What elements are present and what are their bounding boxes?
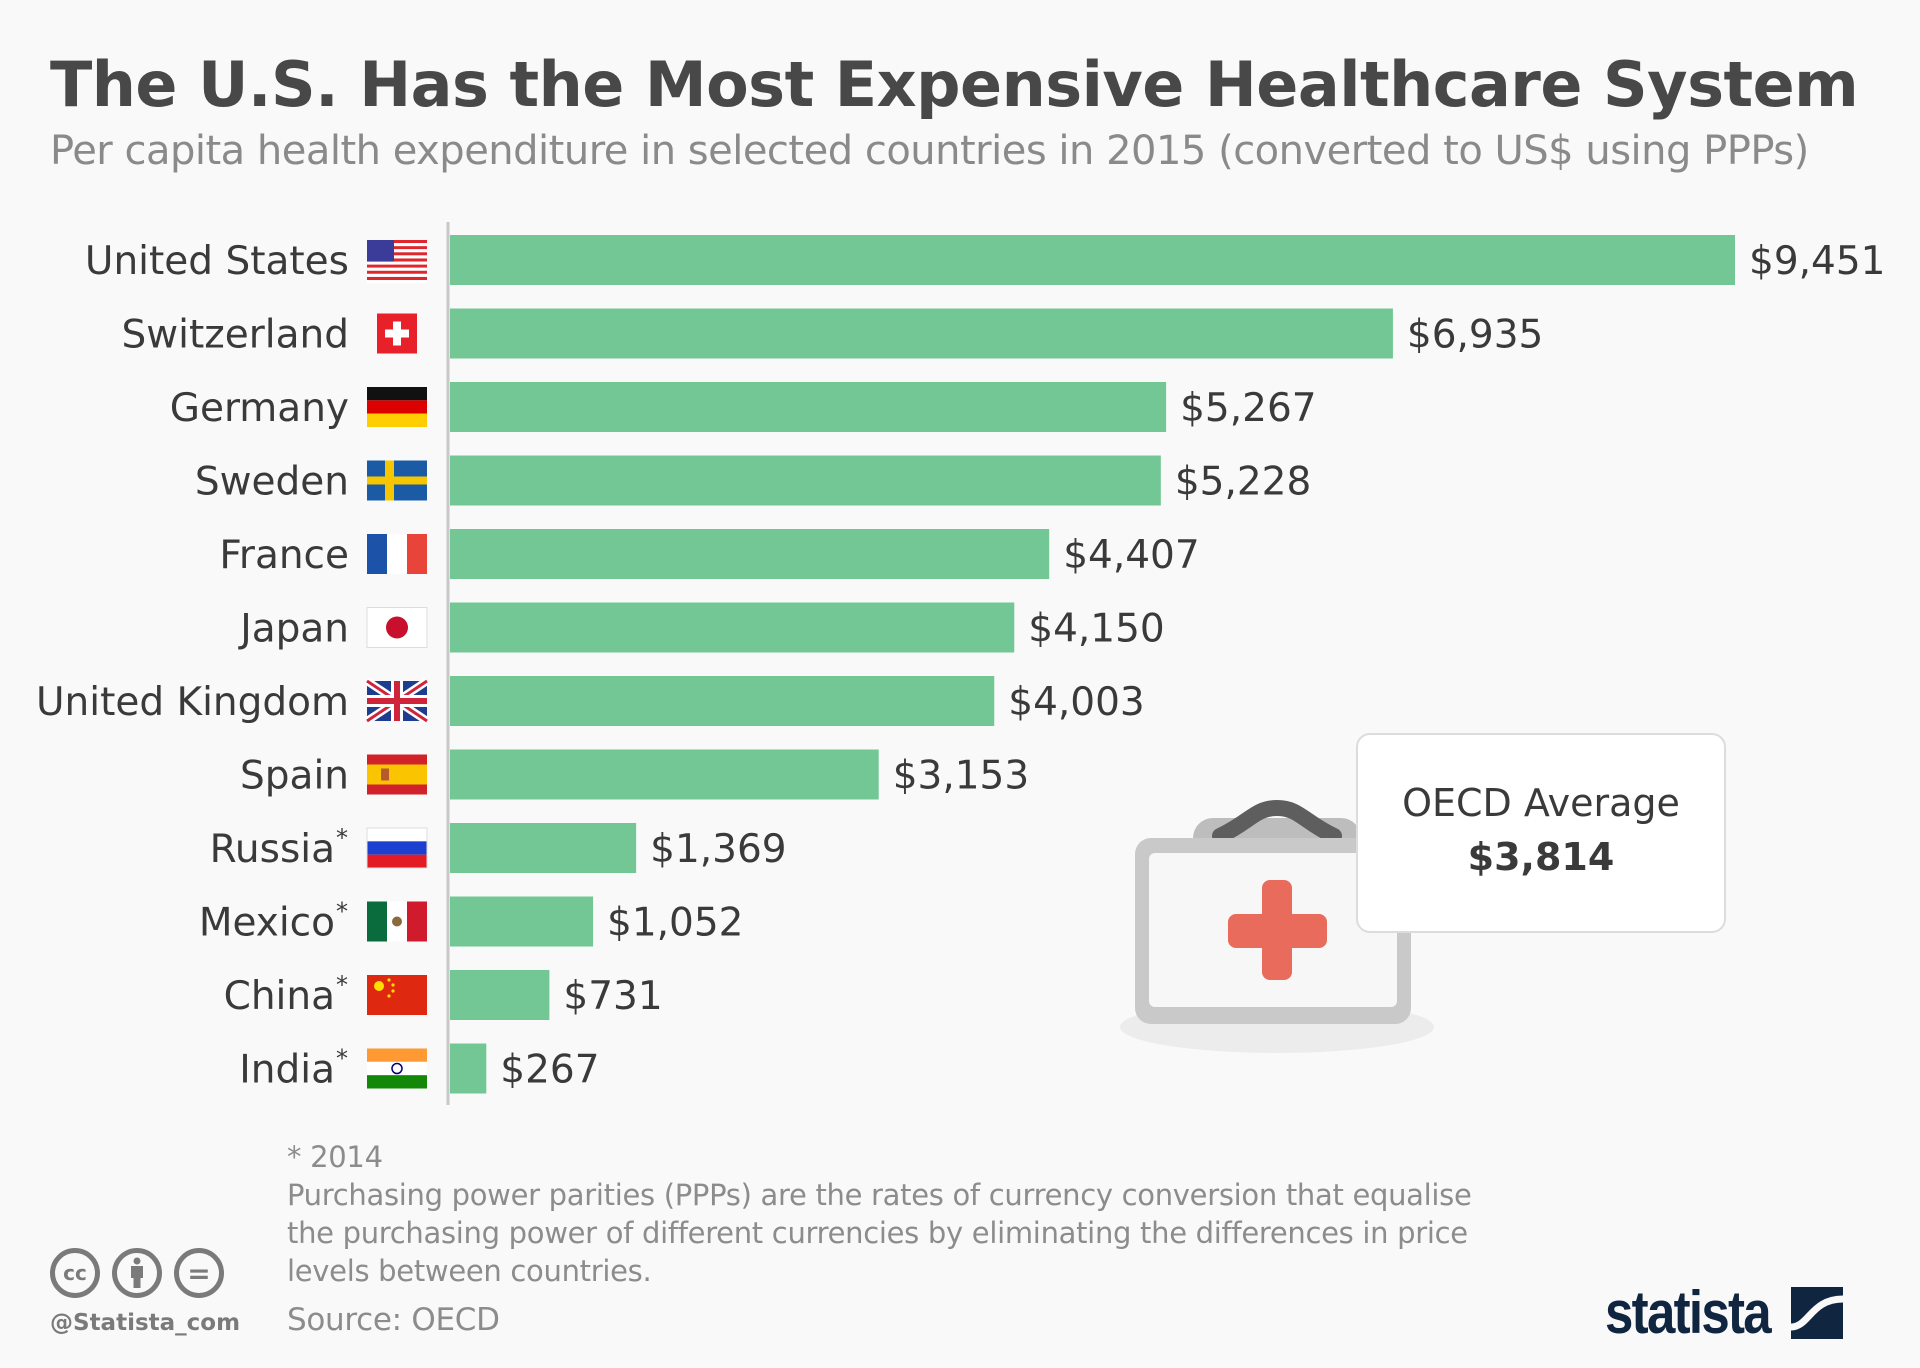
category-label: Switzerland [122,313,350,358]
bar-row: $6,935 Switzerland [122,308,1543,359]
license-icons: cc = [50,1248,224,1298]
statista-logo-text: statista [1605,1279,1772,1346]
category-label: Japan [237,607,349,652]
value-label: $1,369 [650,827,786,872]
oecd-average-value: $3,814 [1467,835,1615,879]
bar[interactable] [450,308,1393,359]
statista-logo[interactable]: statista [1605,1278,1844,1347]
bar-row: $731 China * [224,970,663,1020]
chart-subtitle: Per capita health expenditure in selecte… [50,128,1809,174]
bar-row: $4,150 Japan [237,602,1165,653]
value-label: $5,267 [1180,386,1316,431]
value-label: $3,153 [893,754,1029,799]
bar[interactable] [450,1043,487,1094]
value-label: $267 [500,1048,599,1093]
france-flag-icon [367,534,427,574]
china-flag-icon [367,975,427,1015]
value-label: $731 [563,974,662,1019]
bar-row: $4,407 France [219,529,1200,579]
us-flag-icon [367,240,427,284]
creative-commons-icon[interactable]: cc [50,1248,100,1298]
value-label: $9,451 [1749,239,1885,284]
bar[interactable] [450,749,879,800]
spain-flag-icon [367,754,427,795]
no-derivatives-icon[interactable]: = [174,1248,224,1298]
germany-flag-icon [367,387,427,427]
chart-title: The U.S. Has the Most Expensive Healthca… [50,48,1859,121]
asterisk-marker: * [336,824,348,852]
nd-glyph: = [187,1256,211,1290]
asterisk-marker: * [336,971,348,999]
bar[interactable] [450,676,995,726]
attribution-icon[interactable] [112,1248,162,1298]
value-label: $1,052 [607,901,743,946]
bar[interactable] [450,896,594,947]
category-label: Sweden [195,460,349,505]
footnote: * 2014 Purchasing power parities (PPPs) … [287,1138,1547,1290]
value-label: $4,150 [1028,607,1164,652]
switzerland-flag-icon [377,313,417,354]
japan-flag-icon [366,607,428,648]
sweden-flag-icon [367,460,427,501]
value-label: $5,228 [1175,460,1311,505]
asterisk-marker: * [336,1045,348,1073]
footnote-line: the purchasing power of different curren… [287,1216,1468,1250]
bar-row: $3,153 Spain [240,749,1029,800]
statista-handle[interactable]: @Statista_com [50,1310,241,1336]
category-label: United States [85,239,349,284]
category-label: Germany [170,386,349,431]
category-label: Russia [210,827,335,872]
value-label: $4,003 [1008,680,1144,725]
bar-row: $1,369 Russia * [210,823,787,873]
statista-logo-icon [1791,1286,1844,1339]
footnote-line: Purchasing power parities (PPPs) are the… [287,1178,1472,1212]
mexico-flag-icon [367,901,427,942]
category-label: India [239,1048,335,1093]
footnote-line: levels between countries. [287,1254,652,1288]
oecd-average-callout: OECD Average $3,814 [1356,733,1726,933]
bar[interactable] [450,455,1161,506]
bar[interactable] [450,235,1735,285]
cc-glyph: cc [63,1261,87,1285]
value-label: $6,935 [1407,313,1543,358]
bar[interactable] [450,382,1167,432]
russia-flag-icon [366,827,428,869]
oecd-average-label: OECD Average [1402,781,1680,825]
category-label: China [224,974,335,1019]
bar-row: $267 India * [239,1043,600,1094]
asterisk-marker: * [336,898,348,926]
person-glyph [131,1257,143,1288]
bar-row: $5,267 Germany [170,382,1317,432]
bar-row: $4,003 United Kingdom [36,676,1145,726]
bar-row: $5,228 Sweden [195,455,1311,506]
bar[interactable] [450,529,1050,579]
bar-row: $1,052 Mexico * [199,896,744,947]
bar-row: $9,451 United States [85,235,1885,285]
bar[interactable] [450,602,1015,653]
india-flag-icon [367,1048,427,1089]
category-label: United Kingdom [36,680,349,725]
category-label: Spain [240,754,349,799]
source-note: Source: OECD [287,1302,500,1338]
value-label: $4,407 [1063,533,1199,578]
bar[interactable] [450,823,637,873]
footnote-asterisk: * 2014 [287,1140,383,1174]
bar[interactable] [450,970,550,1020]
category-label: France [219,533,349,578]
medical-kit-icon [1120,799,1434,1053]
category-label: Mexico [199,901,335,946]
uk-flag-icon [364,677,430,725]
